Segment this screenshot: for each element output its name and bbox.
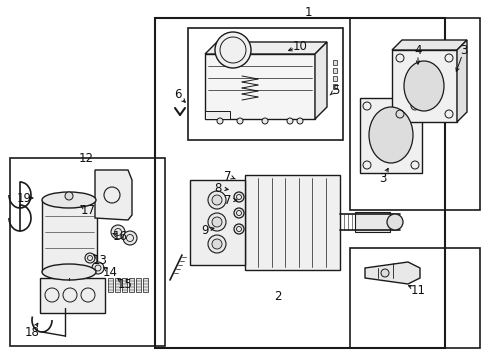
Bar: [354, 212, 389, 232]
Text: 5: 5: [332, 84, 339, 96]
Text: 3: 3: [459, 44, 467, 57]
Bar: [359, 98, 421, 173]
Bar: [42, 200, 97, 272]
Bar: [190, 180, 244, 265]
Text: 10: 10: [292, 40, 307, 53]
Bar: [142, 278, 148, 292]
Text: 8: 8: [214, 181, 221, 194]
Polygon shape: [364, 262, 419, 284]
Text: 7: 7: [224, 170, 231, 183]
Text: 6: 6: [174, 89, 182, 102]
Text: 1: 1: [304, 5, 311, 18]
Circle shape: [234, 192, 244, 202]
Circle shape: [212, 217, 222, 227]
Circle shape: [386, 214, 402, 230]
Bar: [40, 278, 105, 313]
Bar: [332, 60, 336, 65]
Text: 17: 17: [81, 203, 95, 216]
Circle shape: [286, 118, 292, 124]
Bar: [129, 278, 134, 292]
Text: 13: 13: [92, 253, 107, 266]
Text: 11: 11: [409, 284, 425, 297]
Ellipse shape: [403, 61, 443, 111]
Text: 16: 16: [112, 230, 127, 243]
Bar: [204, 111, 229, 119]
Ellipse shape: [368, 107, 412, 163]
Circle shape: [207, 213, 225, 231]
Polygon shape: [391, 40, 466, 50]
Bar: [204, 54, 314, 119]
Circle shape: [212, 195, 222, 205]
Text: 18: 18: [24, 325, 40, 338]
Polygon shape: [314, 42, 326, 119]
Text: 14: 14: [102, 266, 117, 279]
Circle shape: [237, 118, 243, 124]
Circle shape: [212, 239, 222, 249]
Circle shape: [207, 235, 225, 253]
Bar: [187, 28, 342, 140]
Polygon shape: [204, 42, 326, 54]
Circle shape: [65, 192, 73, 200]
Text: 12: 12: [79, 152, 93, 165]
Text: 3: 3: [379, 171, 386, 184]
Bar: [349, 18, 479, 210]
Bar: [155, 18, 444, 348]
Circle shape: [85, 253, 95, 263]
Bar: [108, 278, 113, 292]
Text: 19: 19: [17, 192, 31, 204]
Text: 15: 15: [117, 278, 132, 291]
Bar: [122, 278, 127, 292]
Text: 7: 7: [224, 194, 231, 207]
Bar: [136, 278, 141, 292]
Polygon shape: [95, 170, 132, 220]
Circle shape: [111, 225, 125, 239]
Text: 4: 4: [413, 44, 421, 57]
Bar: [10, 158, 164, 346]
Circle shape: [234, 224, 244, 234]
Bar: [349, 248, 479, 348]
Ellipse shape: [42, 264, 96, 280]
Bar: [115, 278, 120, 292]
Bar: [332, 76, 336, 81]
Text: 2: 2: [274, 289, 281, 302]
Circle shape: [92, 262, 104, 274]
Circle shape: [215, 32, 250, 68]
Polygon shape: [456, 40, 466, 122]
Bar: [391, 50, 456, 122]
Bar: [244, 175, 339, 270]
Text: 9: 9: [201, 224, 208, 237]
Bar: [332, 84, 336, 89]
Circle shape: [207, 191, 225, 209]
Bar: [332, 68, 336, 73]
Circle shape: [123, 231, 137, 245]
Circle shape: [380, 269, 388, 277]
Circle shape: [262, 118, 267, 124]
Circle shape: [234, 208, 244, 218]
Ellipse shape: [42, 192, 96, 208]
Circle shape: [217, 118, 223, 124]
Circle shape: [296, 118, 303, 124]
